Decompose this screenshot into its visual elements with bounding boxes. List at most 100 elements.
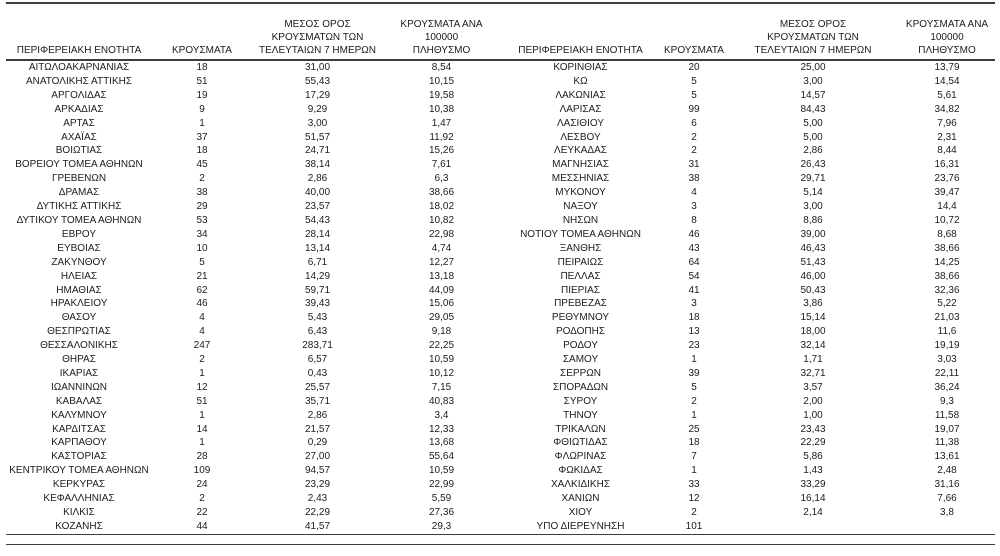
value-cell: 9,29 bbox=[307, 103, 328, 115]
table-row: ΘΑΣΟΥ 4 5,43 29,05 ΡΕΘΥΜΝΟΥ 18 15,14 21,03 bbox=[6, 311, 995, 325]
region-cell: ΤΡΙΚΑΛΩΝ bbox=[555, 423, 606, 435]
table-row: ΗΡΑΚΛΕΙΟΥ 46 39,43 15,06 ΠΡΕΒΕΖΑΣ 3 3,86 5,22 bbox=[6, 297, 995, 311]
region-cell: ΗΡΑΚΛΕΙΟΥ bbox=[50, 298, 108, 310]
value-cell: 39,00 bbox=[800, 228, 826, 240]
value-cell: 5 bbox=[691, 381, 697, 393]
value-cell: 94,57 bbox=[304, 465, 331, 477]
value-cell: 25 bbox=[688, 423, 700, 435]
value-cell: 41,57 bbox=[304, 520, 331, 532]
value-cell: 247 bbox=[193, 340, 211, 352]
value-cell: 13,79 bbox=[934, 62, 960, 73]
value-cell: 13,18 bbox=[428, 270, 455, 282]
value-cell: 33 bbox=[688, 479, 700, 491]
value-cell bbox=[727, 520, 899, 534]
value-cell: 22,29 bbox=[304, 507, 331, 518]
value-cell: 19 bbox=[196, 89, 208, 101]
value-cell: 11,38 bbox=[934, 437, 960, 449]
region-cell: ΓΡΕΒΕΝΩΝ bbox=[51, 173, 107, 185]
value-cell: 38 bbox=[688, 173, 700, 185]
table-row: ΑΡΓΟΛΙΔΑΣ 19 17,29 19,58 ΛΑΚΩΝΙΑΣ 5 14,57 5,61 bbox=[6, 89, 995, 103]
value-cell: 5,00 bbox=[803, 117, 823, 129]
value-cell: 21,57 bbox=[304, 423, 331, 435]
value-cell: 3,4 bbox=[434, 409, 449, 421]
value-cell: 15,26 bbox=[428, 145, 455, 157]
region-cell: ΚΟΖΑΝΗΣ bbox=[55, 520, 103, 532]
region-cell: ΛΕΥΚΑΔΑΣ bbox=[554, 145, 607, 157]
table-body: ΑΙΤΩΛΟΑΚΑΡΝΑΝΙΑΣ 18 31,00 8,54 ΚΟΡΙΝΘΙΑΣ 20 25… bbox=[6, 60, 995, 534]
value-cell: 45 bbox=[196, 159, 208, 171]
region-cell: ΧΙΟΥ bbox=[568, 507, 593, 518]
value-cell: 2 bbox=[691, 131, 697, 143]
value-cell: 2 bbox=[691, 395, 697, 407]
region-cell: ΠΕΛΛΑΣ bbox=[560, 270, 601, 282]
value-cell: 40,83 bbox=[428, 395, 455, 407]
value-cell: 10,72 bbox=[934, 214, 960, 226]
value-cell: 1 bbox=[691, 354, 697, 366]
value-cell: 5,59 bbox=[431, 493, 452, 505]
region-cell: ΑΧΑΪΑΣ bbox=[61, 131, 97, 143]
value-cell: 22,29 bbox=[800, 437, 826, 449]
value-cell: 10,59 bbox=[428, 354, 455, 366]
table-row: ΙΚΑΡΙΑΣ 1 0,43 10,12 ΣΕΡΡΩΝ 39 32,71 22,11 bbox=[6, 367, 995, 381]
table-row: ΔΥΤΙΚΟΥ ΤΟΜΕΑ ΑΘΗΝΩΝ 53 54,43 10,82 ΝΗΣΩΝ 8 8,… bbox=[6, 214, 995, 228]
table-row: ΑΝΑΤΟΛΙΚΗΣ ΑΤΤΙΚΗΣ 51 55,43 10,15 ΚΩ 5 3,00 14,… bbox=[6, 75, 995, 89]
value-cell: 21,03 bbox=[934, 312, 960, 324]
region-cell: ΚΑΡΔΙΤΣΑΣ bbox=[52, 423, 106, 435]
value-cell: 8,54 bbox=[431, 62, 452, 73]
value-cell: 10,82 bbox=[428, 214, 455, 226]
value-cell: 51,43 bbox=[800, 256, 826, 268]
value-cell: 2,43 bbox=[307, 493, 328, 505]
table-row: ΒΟΡΕΙΟΥ ΤΟΜΕΑ ΑΘΗΝΩΝ 45 38,14 7,61 ΜΑΓΝΗΣΙΑΣ… bbox=[6, 158, 995, 172]
value-cell: 8,44 bbox=[937, 145, 957, 157]
value-cell: 44,09 bbox=[428, 284, 455, 296]
table-row: ΚΙΛΚΙΣ 22 22,29 27,36 ΧΙΟΥ 2 2,14 3,8 bbox=[6, 506, 995, 520]
value-cell: 7,15 bbox=[431, 381, 452, 393]
region-cell: ΣΠΟΡΑΔΩΝ bbox=[552, 381, 609, 393]
value-cell: 99 bbox=[688, 103, 700, 115]
region-cell: ΠΡΕΒΕΖΑΣ bbox=[554, 298, 607, 310]
value-cell: 2 bbox=[199, 493, 205, 505]
value-cell: 20 bbox=[688, 62, 700, 73]
value-cell: 5 bbox=[199, 256, 205, 268]
value-cell: 11,58 bbox=[934, 409, 960, 421]
value-cell: 3,00 bbox=[803, 201, 823, 213]
value-cell: 28,14 bbox=[304, 228, 331, 240]
value-cell: 3,57 bbox=[803, 381, 823, 393]
table-row: ΚΑΛΥΜΝΟΥ 1 2,86 3,4 ΤΗΝΟΥ 1 1,00 11,58 bbox=[6, 409, 995, 423]
value-cell: 1,71 bbox=[803, 354, 823, 366]
region-cell: ΣΥΡΟΥ bbox=[563, 395, 598, 407]
value-cell: 27,36 bbox=[428, 507, 455, 518]
value-cell: 23,29 bbox=[304, 479, 331, 491]
value-cell: 23,43 bbox=[800, 423, 826, 435]
value-cell: 54 bbox=[688, 270, 700, 282]
value-cell: 9,18 bbox=[431, 326, 452, 338]
value-cell: 3,03 bbox=[937, 354, 957, 366]
value-cell: 14,57 bbox=[800, 89, 826, 101]
table-row: ΔΥΤΙΚΗΣ ΑΤΤΙΚΗΣ 29 23,57 18,02 ΝΑΞΟΥ 3 3,00 14,… bbox=[6, 200, 995, 214]
value-cell: 7 bbox=[691, 451, 697, 463]
region-cell: ΖΑΚΥΝΘΟΥ bbox=[51, 256, 107, 268]
value-cell: 55,64 bbox=[428, 451, 455, 463]
value-cell: 7,96 bbox=[937, 117, 957, 129]
value-cell: 54,43 bbox=[304, 214, 331, 226]
value-cell: 10 bbox=[196, 242, 208, 254]
value-cell: 32,14 bbox=[800, 340, 826, 352]
value-cell: 32,36 bbox=[934, 284, 960, 296]
value-cell: 1,47 bbox=[431, 117, 452, 129]
value-cell: 14 bbox=[196, 423, 208, 435]
value-cell: 1,00 bbox=[803, 409, 823, 421]
value-cell: 12 bbox=[196, 381, 208, 393]
value-cell: 53 bbox=[196, 214, 208, 226]
value-cell: 4 bbox=[691, 187, 697, 199]
value-cell: 34,82 bbox=[934, 103, 960, 115]
value-cell: 18,00 bbox=[800, 326, 826, 338]
value-cell: 2 bbox=[691, 145, 697, 157]
region-cell: ΡΟΔΟΠΗΣ bbox=[555, 326, 606, 338]
table-row: ΕΥΒΟΙΑΣ 10 13,14 4,74 ΞΑΝΘΗΣ 43 46,43 38,66 bbox=[6, 242, 995, 256]
value-cell: 19,58 bbox=[428, 89, 455, 101]
value-cell: 14,25 bbox=[934, 256, 960, 268]
region-cell: ΚΕΦΑΛΛΗΝΙΑΣ bbox=[43, 493, 115, 505]
value-cell: 5,22 bbox=[937, 298, 957, 310]
region-cell: ΛΑΣΙΘΙΟΥ bbox=[557, 117, 604, 129]
